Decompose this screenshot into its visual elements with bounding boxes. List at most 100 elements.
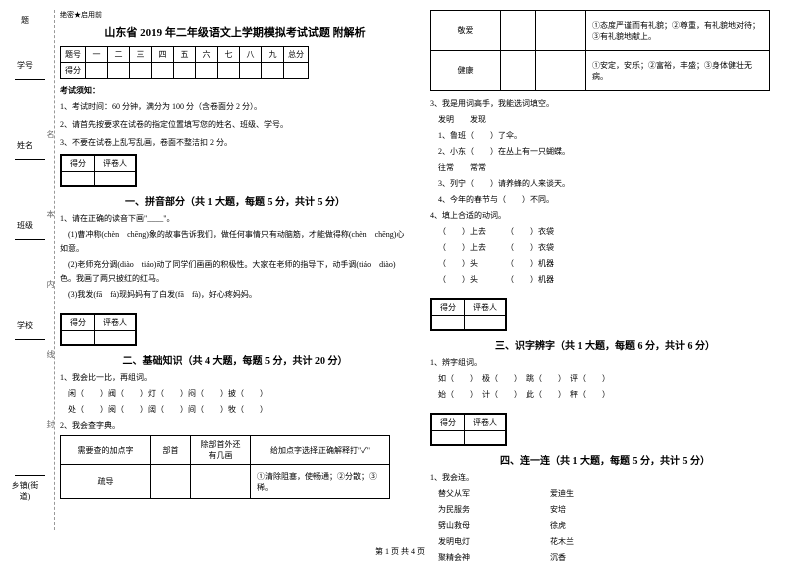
dict-h2: 部首 [151, 436, 191, 465]
sec1-q1c: (3)我发(fā fà)现妈妈有了白发(fā fà)，好心疼妈妈。 [60, 288, 410, 302]
margin-xuehao-line [15, 72, 45, 82]
score-table: 题号 一 二 三 四 五 六 七 八 九 总分 得分 [60, 46, 309, 79]
sec2-q3-l4: 4、今年的春节与（ ）不同。 [430, 193, 780, 207]
dict-r1c4: ①清除阻塞，使畅通；②分散；③稀。 [251, 465, 390, 499]
score-value-row: 得分 [61, 63, 309, 79]
sec4-q1: 1、我会连。 [430, 471, 780, 485]
score-h0: 题号 [61, 47, 86, 63]
sec2-q3-l1: 1、鲁班（ ）了伞。 [430, 129, 780, 143]
notice-title: 考试须知： [60, 85, 410, 96]
margin-xuexiao: 学校 [10, 320, 40, 331]
sec4-p1l: 替父从军 [438, 489, 470, 498]
scorebox-2: 得分 评卷人 [60, 313, 137, 346]
score-h5: 五 [174, 47, 196, 63]
cut-label-5: 封 [45, 420, 56, 431]
cut-label-4: 线 [45, 350, 56, 361]
score-h3: 三 [130, 47, 152, 63]
sec3-q1: 1、辨字组词。 [430, 356, 780, 370]
dict-h1: 需要查的加点字 [61, 436, 151, 465]
score-h8: 八 [240, 47, 262, 63]
sec2-q1-l1: 闲（ ）阀（ ）灯（ ）闷（ ）披（ ） [60, 387, 410, 401]
sec2-q3-l3: 3、列宁（ ）请养蜂的人来谈天。 [430, 177, 780, 191]
scorebox-4-c2: 评卷人 [465, 415, 506, 431]
sec4-p4r: 花木兰 [550, 537, 574, 546]
score-h6: 六 [196, 47, 218, 63]
sec2-q4-intro: 4、填上合适的动词。 [430, 209, 780, 223]
scorebox-2-c1: 得分 [62, 315, 95, 331]
sec4-p1r: 爱迪生 [550, 489, 574, 498]
sec4-p2r: 安培 [550, 505, 566, 514]
sec2-title: 二、基础知识（共 4 大题，每题 5 分，共计 20 分） [60, 352, 410, 367]
sec3-l1: 如（ ） 极（ ） 跳（ ） 评（ ） [430, 372, 780, 386]
margin-xingming-line [15, 152, 45, 162]
sec4-p2l: 为民服务 [438, 505, 470, 514]
scorebox-3-c1: 得分 [432, 300, 465, 316]
notice-3: 3、不要在试卷上乱写乱画，卷面不整洁扣 2 分。 [60, 136, 410, 150]
score-row-label: 得分 [61, 63, 86, 79]
margin-xuexiao-line [15, 332, 45, 342]
scorebox-3-c2: 评卷人 [465, 300, 506, 316]
dict-h3: 除部首外还有几画 [191, 436, 251, 465]
sec2-q4-l1: （ ）上去 （ ）衣袋 [430, 225, 780, 239]
notice-1: 1、考试时间：60 分钟，满分为 100 分（含卷面分 2 分）。 [60, 100, 410, 114]
score-h2: 二 [108, 47, 130, 63]
scorebox-1: 得分 评卷人 [60, 154, 137, 187]
margin-title: 题 [10, 15, 40, 26]
score-h9: 九 [262, 47, 284, 63]
rt-r1c1: 敬爱 [431, 11, 501, 51]
sec2-q3-pair2: 往常 常常 [430, 161, 780, 175]
margin-banji-line [15, 232, 45, 242]
left-column: 绝密★启用前 山东省 2019 年二年级语文上学期模拟考试试题 附解析 题号 一… [60, 10, 410, 567]
scorebox-1-c2: 评卷人 [95, 156, 136, 172]
margin-banji: 班级 [10, 220, 40, 231]
sec4-p3r: 徐虎 [550, 521, 566, 530]
scorebox-3: 得分 评卷人 [430, 298, 507, 331]
sec1-title: 一、拼音部分（共 1 大题，每题 5 分，共计 5 分） [60, 193, 410, 208]
sec1-q1b: (2)老师充分调(diào tiáo)动了同学们画画的积极性。大家在老师的指导下… [60, 258, 410, 286]
margin-xiangzhen: 乡镇(街道) [10, 480, 40, 502]
score-h1: 一 [86, 47, 108, 63]
sec2-q1: 1、我会比一比，再组词。 [60, 371, 410, 385]
sec4-p2: 为民服务 安培 [430, 503, 780, 517]
score-h10: 总分 [284, 47, 309, 63]
cut-label-3: 内 [45, 280, 56, 291]
sec4-p4l: 发明电灯 [438, 537, 470, 546]
notice-2: 2、请首先按要求在试卷的指定位置填写您的姓名、班级、学号。 [60, 118, 410, 132]
sec2-q4-l2: （ ）上去 （ ）衣袋 [430, 241, 780, 255]
score-h7: 七 [218, 47, 240, 63]
sec4-p1: 替父从军 爱迪生 [430, 487, 780, 501]
dictionary-table: 需要查的加点字 部首 除部首外还有几画 给加点字选择正确解释打"✓" 疏导 ①清… [60, 435, 390, 499]
cut-label-2: 本 [45, 210, 56, 221]
secret-label: 绝密★启用前 [60, 10, 410, 20]
cut-label-1: 名 [45, 130, 56, 141]
sec2-q4-l4: （ ）头 （ ）机器 [430, 273, 780, 287]
binding-margin: 题 学号 姓名 班级 学校 乡镇(街道) 名 本 内 线 封 [10, 10, 55, 530]
sec4-p3l: 劈山救母 [438, 521, 470, 530]
scorebox-4: 得分 评卷人 [430, 413, 507, 446]
sec2-q2: 2、我会查字典。 [60, 419, 410, 433]
rt-r2c2: ①安定，安乐；②富裕，丰盛；③身体健壮无病。 [586, 51, 770, 91]
sec2-q3-l2: 2、小东（ ）在丛上有一只蝴蝶。 [430, 145, 780, 159]
dict-h4: 给加点字选择正确解释打"✓" [251, 436, 390, 465]
rt-r2c1: 健康 [431, 51, 501, 91]
exam-title: 山东省 2019 年二年级语文上学期模拟考试试题 附解析 [60, 24, 410, 40]
sec2-q4-l3: （ ）头 （ ）机器 [430, 257, 780, 271]
sec1-q1a: (1)曹冲称(chèn chēng)象的故事告诉我们，做任何事情只有动脑筋，才能… [60, 228, 410, 256]
rt-r1c2: ①态度严谨而有礼貌；②尊重，有礼貌地对待；③有礼貌地献上。 [586, 11, 770, 51]
margin-xingming: 姓名 [10, 140, 40, 151]
sec1-q1: 1、请在正确的读音下画"____"。 [60, 212, 410, 226]
sec4-title: 四、连一连（共 1 大题，每题 5 分，共计 5 分） [430, 452, 780, 467]
sec3-l2: 始（ ） 计（ ） 此（ ） 秤（ ） [430, 388, 780, 402]
right-table: 敬爱 ①态度严谨而有礼貌；②尊重，有礼貌地对待；③有礼貌地献上。 健康 ①安定，… [430, 10, 770, 91]
dict-r1c1: 疏导 [61, 465, 151, 499]
margin-xiangzhen-line [15, 468, 45, 478]
margin-xuehao: 学号 [10, 60, 40, 71]
right-column: 敬爱 ①态度严谨而有礼貌；②尊重，有礼貌地对待；③有礼貌地献上。 健康 ①安定，… [430, 10, 780, 567]
scorebox-1-c1: 得分 [62, 156, 95, 172]
scorebox-2-c2: 评卷人 [95, 315, 136, 331]
sec2-q3-pair1: 发明 发现 [430, 113, 780, 127]
sec4-p3: 劈山救母 徐虎 [430, 519, 780, 533]
sec3-title: 三、识字辨字（共 1 大题，每题 6 分，共计 6 分） [430, 337, 780, 352]
sec2-q3-intro: 3、我是用词高手，我能选词填空。 [430, 97, 780, 111]
page-footer: 第 1 页 共 4 页 [0, 546, 800, 557]
